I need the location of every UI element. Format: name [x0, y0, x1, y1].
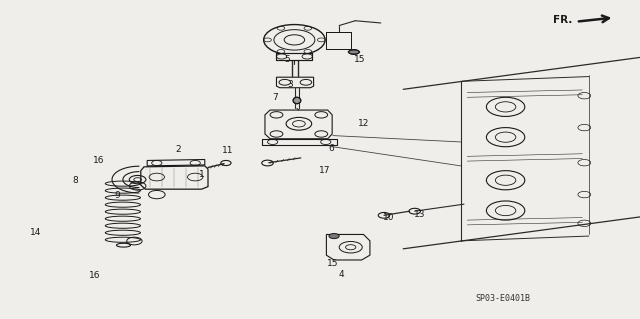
Text: 7: 7	[273, 93, 278, 102]
Text: 2: 2	[175, 145, 180, 154]
Text: 3: 3	[287, 80, 292, 89]
Bar	[276, 53, 312, 60]
Text: 5: 5	[284, 56, 289, 64]
Text: 11: 11	[222, 146, 234, 155]
Text: 16: 16	[93, 156, 105, 165]
Text: 16: 16	[89, 271, 100, 280]
Circle shape	[349, 49, 359, 55]
Text: 10: 10	[383, 213, 395, 222]
Text: 15: 15	[354, 56, 365, 64]
Text: 17: 17	[319, 166, 331, 175]
Text: 13: 13	[414, 210, 426, 219]
Text: 12: 12	[358, 119, 369, 128]
Text: SP03-E0401B: SP03-E0401B	[475, 294, 530, 303]
Bar	[326, 32, 351, 49]
Ellipse shape	[293, 97, 301, 104]
Text: FR.: FR.	[554, 15, 573, 25]
Bar	[276, 53, 312, 60]
Text: 14: 14	[29, 228, 41, 237]
Text: 15: 15	[327, 259, 339, 268]
Text: 6: 6	[329, 144, 334, 153]
Text: 1: 1	[199, 170, 204, 179]
Text: 8: 8	[73, 176, 78, 185]
Text: 4: 4	[339, 271, 344, 279]
Circle shape	[329, 234, 339, 239]
Text: 9: 9	[115, 191, 120, 200]
Bar	[326, 32, 351, 49]
